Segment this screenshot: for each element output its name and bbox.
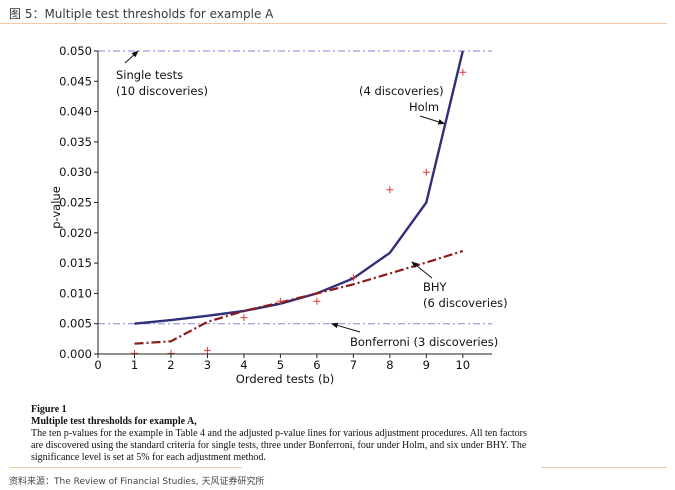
- scatter-point: [240, 314, 248, 322]
- scatter-point: [459, 68, 467, 76]
- annotation-arrow: [330, 322, 361, 333]
- annotation-text: Single tests: [116, 68, 183, 82]
- y-tick-label: 0.000: [59, 347, 92, 361]
- x-tick-label: 0: [94, 358, 101, 372]
- caption-label: Figure 1: [31, 404, 67, 415]
- y-tick-label: 0.010: [59, 286, 92, 300]
- x-tick-label: 2: [167, 358, 174, 372]
- x-axis-label: Ordered tests (b): [236, 372, 334, 386]
- y-tick-label: 0.005: [59, 317, 92, 331]
- y-tick-label: 0.015: [59, 256, 92, 270]
- x-tick-label: 7: [350, 358, 357, 372]
- x-tick-label: 6: [313, 358, 320, 372]
- caption-title: Multiple test thresholds for example A,: [31, 416, 197, 427]
- annotation-text: (4 discoveries): [359, 84, 444, 98]
- y-tick-label: 0.025: [59, 196, 92, 210]
- y-tick-label: 0.050: [59, 44, 92, 58]
- y-tick-label: 0.020: [59, 226, 92, 240]
- y-tick-label: 0.035: [59, 135, 92, 149]
- scatter-point: [203, 346, 211, 354]
- x-tick-label: 8: [386, 358, 393, 372]
- figure-caption: Figure 1 Multiple test thresholds for ex…: [31, 404, 531, 464]
- x-tick-label: 3: [204, 358, 211, 372]
- annotation-text: (10 discoveries): [116, 84, 208, 98]
- scatter-point: [422, 168, 430, 176]
- page-header-title: 图 5：Multiple test thresholds for example…: [9, 7, 274, 21]
- x-tick-label: 1: [131, 358, 138, 372]
- source-note: 资料来源：The Review of Financial Studies, 天风…: [9, 477, 265, 487]
- y-tick-label: 0.030: [59, 165, 92, 179]
- annotation-text: Bonferroni (3 discoveries): [350, 335, 498, 349]
- annotation-arrow: [419, 115, 446, 125]
- scatter-point: [313, 297, 321, 305]
- header-divider: [0, 23, 667, 24]
- annotation-arrow: [124, 50, 139, 64]
- x-tick-label: 4: [240, 358, 247, 372]
- y-tick-label: 0.040: [59, 105, 92, 119]
- bhy-line: [134, 249, 464, 345]
- y-axis-label: p-value: [49, 186, 63, 229]
- y-tick-label: 0.045: [59, 74, 92, 88]
- annotation-text: BHY: [423, 280, 448, 294]
- footer-divider-left: [10, 467, 242, 468]
- footer-divider-right: [541, 467, 667, 468]
- scatter-point: [349, 274, 357, 282]
- annotation-text: Holm: [409, 100, 439, 114]
- caption-body: The ten p-values for the example in Tabl…: [31, 428, 527, 463]
- x-tick-label: 9: [423, 358, 430, 372]
- x-tick-label: 5: [277, 358, 284, 372]
- annotation-text: (6 discoveries): [423, 296, 508, 310]
- scatter-point: [386, 186, 394, 194]
- annotation-arrow: [411, 261, 433, 279]
- x-tick-label: 10: [455, 358, 470, 372]
- chart: 0.000 0.005 0.010 0.015 0.020 0.025 0.030 0.035…: [49, 44, 508, 386]
- scatter-point: [276, 297, 284, 305]
